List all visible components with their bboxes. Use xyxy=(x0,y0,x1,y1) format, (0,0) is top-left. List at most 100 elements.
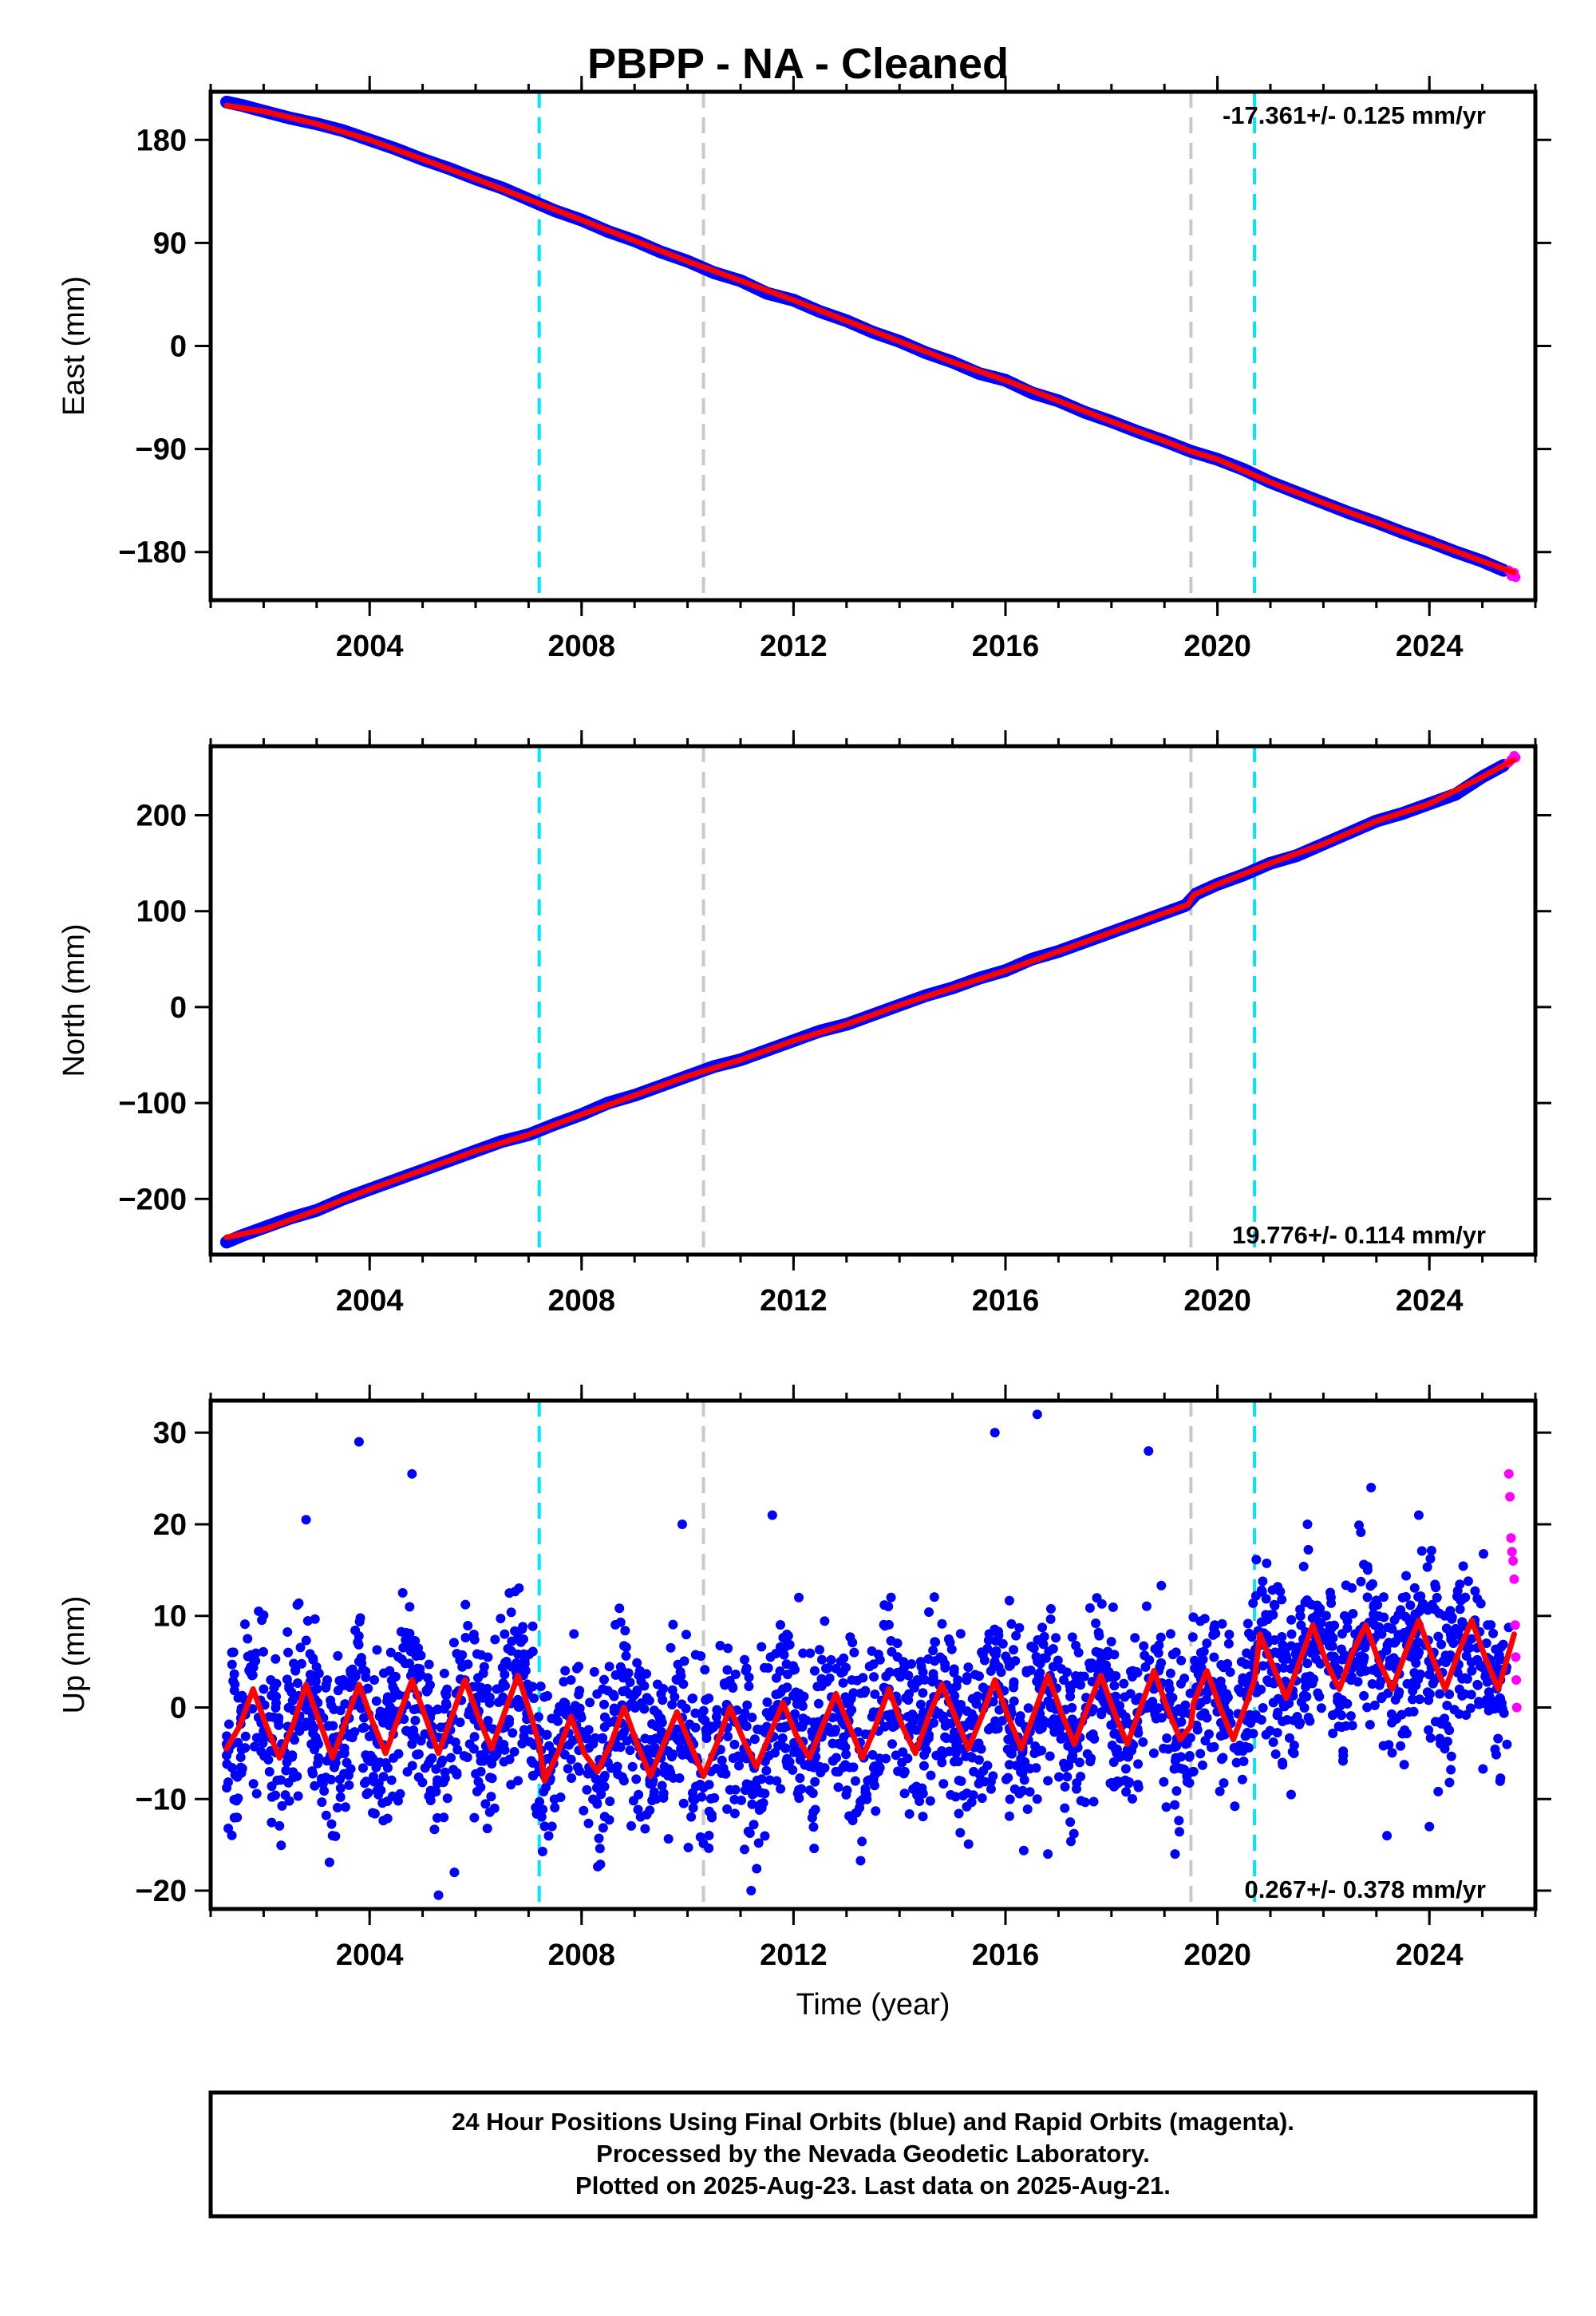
final-orbit-scatter-point xyxy=(1106,1637,1116,1647)
final-orbit-scatter-point xyxy=(626,1820,637,1831)
model-fit-line xyxy=(223,1617,1517,1784)
final-orbit-scatter-point xyxy=(236,1768,247,1778)
final-orbit-scatter-point xyxy=(790,1709,800,1719)
final-orbit-scatter-point xyxy=(598,1823,608,1833)
final-orbit-scatter-point xyxy=(247,1670,257,1681)
final-orbit-scatter-point xyxy=(1277,1595,1287,1605)
final-orbit-scatter-point xyxy=(858,1794,868,1804)
final-orbit-scatter-point xyxy=(229,1794,239,1804)
final-orbit-scatter-point xyxy=(1396,1741,1406,1751)
x-tick-label: 2008 xyxy=(548,1284,616,1318)
final-orbit-scatter-point xyxy=(911,1781,922,1792)
plot-area xyxy=(221,1401,1522,1909)
final-orbit-scatter-point xyxy=(1436,1639,1447,1650)
final-orbit-scatter-point xyxy=(632,1658,642,1668)
final-orbit-scatter-point xyxy=(907,1717,918,1727)
final-orbit-scatter-point xyxy=(509,1747,519,1757)
final-orbit-scatter-point xyxy=(690,1722,701,1733)
final-orbit-scatter-point xyxy=(302,1705,312,1715)
final-orbit-scatter-point xyxy=(1407,1649,1417,1659)
final-orbit-scatter-point xyxy=(962,1706,972,1717)
final-orbit-scatter-point xyxy=(720,1680,730,1690)
final-orbit-scatter-point xyxy=(247,1704,258,1714)
final-orbit-scatter-point xyxy=(1261,1594,1271,1604)
final-orbit-scatter-point xyxy=(918,1667,928,1678)
final-orbit-scatter-point xyxy=(267,1817,277,1828)
final-orbit-scatter-point xyxy=(712,1705,722,1715)
final-orbit-scatter-point xyxy=(1367,1579,1377,1589)
final-orbit-scatter-point xyxy=(1293,1642,1303,1653)
final-orbit-scatter-point xyxy=(1400,1591,1411,1602)
final-orbit-scatter-point xyxy=(228,1647,239,1658)
final-orbit-scatter-point xyxy=(382,1696,393,1706)
final-orbit-scatter-point xyxy=(1245,1709,1255,1720)
final-orbit-scatter-point xyxy=(1267,1585,1278,1595)
final-orbit-scatter-point xyxy=(599,1721,610,1732)
final-orbit-scatter-point xyxy=(389,1672,400,1682)
final-orbit-scatter-point xyxy=(1053,1655,1063,1666)
final-orbit-scatter-point xyxy=(769,1748,780,1758)
final-orbit-scatter-point xyxy=(301,1635,311,1646)
final-orbit-scatter-point xyxy=(469,1634,480,1645)
final-orbit-scatter-point xyxy=(984,1629,994,1639)
final-orbit-scatter-point xyxy=(754,1805,764,1816)
final-orbit-scatter-point xyxy=(659,1761,670,1772)
final-orbit-scatter-point xyxy=(527,1757,538,1768)
final-orbit-scatter-point xyxy=(294,1598,304,1608)
final-orbit-scatter-point xyxy=(1376,1694,1386,1704)
final-orbit-scatter-point xyxy=(1009,1742,1019,1753)
final-orbit-scatter-point xyxy=(353,1637,363,1647)
final-orbit-scatter-point xyxy=(918,1788,928,1799)
final-orbit-scatter-point xyxy=(1215,1786,1225,1796)
final-orbit-scatter-point xyxy=(831,1663,841,1674)
final-orbit-scatter-point xyxy=(653,1709,663,1719)
final-orbit-scatter-point xyxy=(317,1797,327,1808)
y-tick-label: −20 xyxy=(136,1875,187,1908)
y-axis-label: Up (mm) xyxy=(57,1596,91,1714)
final-orbit-scatter-point xyxy=(1326,1598,1337,1608)
final-orbit-scatter-point xyxy=(1262,1630,1272,1641)
final-orbit-scatter-point xyxy=(472,1649,482,1659)
final-orbit-scatter-point xyxy=(1490,1703,1500,1713)
final-orbit-scatter-point xyxy=(1176,1717,1187,1727)
final-orbit-scatter-point xyxy=(730,1669,741,1679)
final-orbit-scatter-point xyxy=(1025,1665,1036,1675)
final-orbit-scatter-point xyxy=(1346,1672,1357,1682)
final-orbit-scatter-point xyxy=(427,1753,437,1764)
final-orbit-scatter-point xyxy=(386,1775,397,1785)
final-orbit-scatter-point xyxy=(230,1679,240,1690)
final-orbit-scatter-point xyxy=(460,1632,471,1642)
final-orbit-scatter-point xyxy=(640,1824,650,1834)
final-orbit-scatter-point xyxy=(1321,1611,1331,1621)
final-orbit-scatter-point xyxy=(574,1706,584,1717)
final-orbit-scatter-point xyxy=(779,1650,789,1660)
final-orbit-scatter-point xyxy=(1306,1599,1317,1610)
final-orbit-scatter-point xyxy=(1333,1721,1344,1732)
final-orbit-scatter-point xyxy=(1035,1667,1045,1678)
x-tick-label: 2008 xyxy=(548,630,616,663)
final-orbit-scatter-point xyxy=(760,1831,770,1841)
final-orbit-scatter-point xyxy=(328,1721,338,1731)
final-orbit-scatter-point xyxy=(762,1697,772,1707)
final-orbit-scatter-point xyxy=(1045,1603,1056,1614)
final-orbit-scatter-point xyxy=(593,1861,603,1871)
x-tick-label: 2024 xyxy=(1396,1939,1464,1972)
final-orbit-scatter-point xyxy=(369,1808,380,1819)
final-orbit-scatter-point xyxy=(1444,1777,1455,1788)
final-orbit-scatter-point xyxy=(452,1649,462,1659)
final-orbit-scatter-point xyxy=(761,1765,772,1776)
final-orbit-scatter-point xyxy=(267,1781,277,1792)
final-orbit-scatter-point xyxy=(1165,1629,1175,1639)
x-axis-label: Time (year) xyxy=(796,1988,950,2022)
final-orbit-scatter-point xyxy=(1096,1599,1107,1609)
final-orbit-scatter-point xyxy=(1124,1778,1134,1788)
final-orbit-scatter-point xyxy=(1314,1608,1324,1618)
final-orbit-scatter-point xyxy=(1432,1592,1442,1603)
final-orbit-scatter-point xyxy=(1107,1777,1117,1788)
final-orbit-scatter-point xyxy=(223,1719,234,1729)
final-orbit-scatter-point xyxy=(1362,1561,1373,1571)
final-orbit-scatter-point xyxy=(519,1725,529,1735)
final-orbit-scatter-point xyxy=(1302,1691,1312,1701)
final-orbit-scatter-point xyxy=(310,1745,320,1755)
final-orbit-scatter-point xyxy=(1425,1733,1436,1743)
